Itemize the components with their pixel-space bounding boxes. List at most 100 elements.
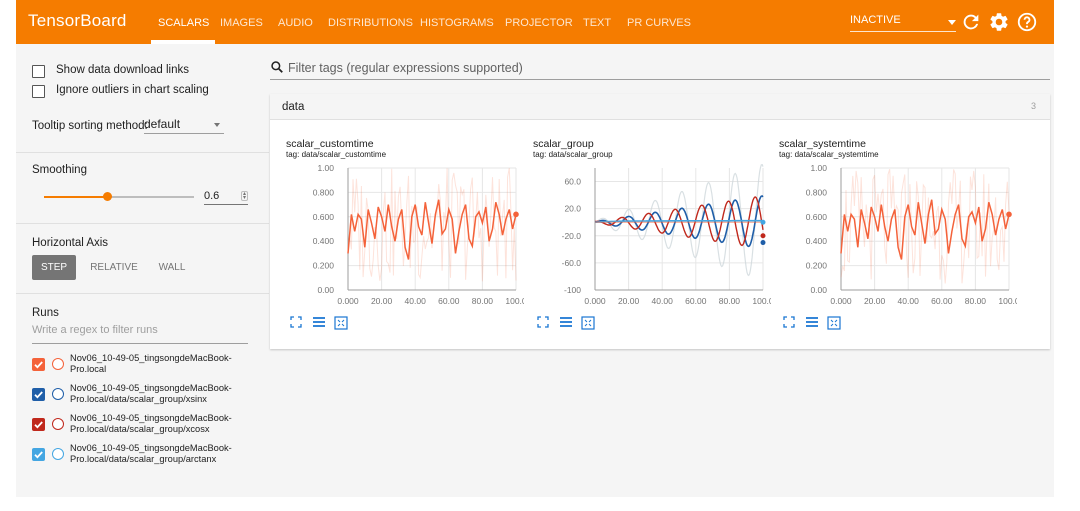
x-tick-label: 100.0 bbox=[752, 296, 771, 306]
tab-pr-curves[interactable]: PR CURVES bbox=[627, 17, 691, 29]
smoothing-slider[interactable] bbox=[44, 192, 194, 201]
toggle-log-scale-icon[interactable] bbox=[312, 316, 326, 328]
fullscreen-icon[interactable] bbox=[783, 316, 795, 328]
run-name-line: Pro.local bbox=[70, 363, 107, 374]
run-name: Nov06_10-49-05_tingsongdeMacBook- Pro.lo… bbox=[70, 413, 260, 434]
ignore-outliers-label: Ignore outliers in chart scaling bbox=[56, 84, 209, 96]
series-endpoint bbox=[513, 211, 519, 218]
fullscreen-icon[interactable] bbox=[290, 316, 302, 328]
series-endpoint bbox=[1006, 211, 1012, 218]
x-tick-label: 40.00 bbox=[652, 296, 674, 306]
run-item[interactable]: Nov06_10-49-05_tingsongdeMacBook- Pro.lo… bbox=[32, 383, 262, 409]
run-item[interactable]: Nov06_10-49-05_tingsongdeMacBook- Pro.lo… bbox=[32, 353, 262, 379]
top-bar: TensorBoard SCALARS IMAGES AUDIO DISTRIB… bbox=[16, 0, 1054, 44]
y-tick-label: 60.0 bbox=[564, 177, 581, 187]
axis-relative-button[interactable]: RELATIVE bbox=[90, 262, 138, 273]
run-name: Nov06_10-49-05_tingsongdeMacBook- Pro.lo… bbox=[70, 443, 260, 464]
y-tick-label: -100 bbox=[564, 285, 581, 295]
y-tick-label: 0.400 bbox=[806, 236, 828, 246]
y-tick-label: 0.600 bbox=[806, 212, 828, 222]
chart-scalar-group: scalar_group tag: data/scalar_group 0.000 2… bbox=[533, 138, 771, 338]
ignore-outliers-checkbox[interactable] bbox=[32, 85, 45, 98]
brand-title: TensorBoard bbox=[28, 11, 127, 30]
chart-tag: tag: data/scalar_customtime bbox=[286, 150, 387, 159]
help-icon[interactable] bbox=[1016, 11, 1038, 33]
run-name-line: Nov06_10-49-05_tingsongdeMacBook- bbox=[70, 353, 232, 363]
x-tick-label: 40.00 bbox=[898, 296, 920, 306]
run-radio[interactable] bbox=[52, 418, 64, 430]
y-tick-label: 20.0 bbox=[564, 204, 581, 214]
fit-domain-icon[interactable] bbox=[827, 316, 841, 330]
tag-filter-input[interactable]: Filter tags (regular expressions support… bbox=[270, 58, 1050, 80]
run-checkbox[interactable] bbox=[32, 448, 45, 461]
smoothing-slider-knob[interactable] bbox=[103, 192, 112, 201]
chart-tag: tag: data/scalar_systemtime bbox=[779, 150, 879, 159]
tab-images[interactable]: IMAGES bbox=[220, 17, 263, 29]
chart-title: scalar_customtime bbox=[286, 138, 374, 150]
smoothing-input[interactable]: 0.6 ▴ ▾ bbox=[204, 189, 248, 205]
x-tick-label: 60.00 bbox=[438, 296, 460, 306]
axis-step-button[interactable]: STEP bbox=[32, 255, 76, 280]
run-name: Nov06_10-49-05_tingsongdeMacBook- Pro.lo… bbox=[70, 353, 260, 374]
run-item[interactable]: Nov06_10-49-05_tingsongdeMacBook- Pro.lo… bbox=[32, 413, 262, 439]
tooltip-sorting-select[interactable]: default bbox=[144, 117, 224, 134]
run-radio[interactable] bbox=[52, 448, 64, 460]
refresh-icon[interactable] bbox=[960, 11, 982, 33]
chevron-down-icon bbox=[214, 123, 220, 127]
fit-domain-icon[interactable] bbox=[334, 316, 348, 330]
runs-filter-input[interactable]: Write a regex to filter runs bbox=[32, 324, 248, 344]
x-tick-label: 20.00 bbox=[618, 296, 640, 306]
stepper-icon[interactable]: ▴ ▾ bbox=[241, 191, 248, 201]
status-select-value: INACTIVE bbox=[850, 14, 901, 26]
y-tick-label: 1.00 bbox=[810, 164, 827, 173]
y-tick-label: 1.00 bbox=[317, 164, 334, 173]
run-checkbox[interactable] bbox=[32, 358, 45, 371]
chart-scalar-systemtime: scalar_systemtime tag: data/scalar_system… bbox=[779, 138, 1017, 338]
runs-filter-placeholder: Write a regex to filter runs bbox=[32, 324, 158, 336]
toggle-log-scale-icon[interactable] bbox=[805, 316, 819, 328]
tensorboard-app: TensorBoard SCALARS IMAGES AUDIO DISTRIB… bbox=[16, 0, 1054, 497]
run-name-line: Pro.local/data/scalar_group/arctanx bbox=[70, 453, 217, 464]
sidebar-divider bbox=[16, 293, 269, 294]
fit-domain-icon[interactable] bbox=[581, 316, 595, 330]
tag-group-header[interactable]: data 3 bbox=[270, 94, 1050, 120]
y-tick-label: -60.0 bbox=[562, 258, 582, 268]
run-checkbox[interactable] bbox=[32, 388, 45, 401]
run-name: Nov06_10-49-05_tingsongdeMacBook- Pro.lo… bbox=[70, 383, 260, 404]
y-tick-label: 0.800 bbox=[806, 187, 828, 197]
sidebar-divider bbox=[16, 223, 269, 224]
series-endpoint bbox=[760, 233, 766, 239]
chart-title: scalar_group bbox=[533, 138, 594, 150]
run-radio[interactable] bbox=[52, 388, 64, 400]
series-endpoint bbox=[760, 240, 766, 246]
run-item[interactable]: Nov06_10-49-05_tingsongdeMacBook- Pro.lo… bbox=[32, 443, 262, 469]
chart-plot[interactable]: 0.000 20.00 40.00 60.00 80.00 100.0 0.00 0.200 0… bbox=[286, 164, 524, 314]
settings-icon[interactable] bbox=[988, 11, 1010, 33]
tab-text[interactable]: TEXT bbox=[583, 17, 612, 29]
run-name-line: Pro.local/data/scalar_group/xsinx bbox=[70, 393, 207, 404]
x-tick-label: 60.00 bbox=[685, 296, 707, 306]
status-select[interactable]: INACTIVE bbox=[850, 14, 956, 32]
x-tick-label: 80.00 bbox=[719, 296, 741, 306]
sidebar: Show data download links Ignore outliers… bbox=[16, 44, 269, 497]
chart-plot[interactable]: 0.000 20.00 40.00 60.00 80.00 100.0 0.00 0.200 0… bbox=[779, 164, 1017, 314]
tab-distributions[interactable]: DISTRIBUTIONS bbox=[328, 17, 413, 29]
chart-plot[interactable]: 0.000 20.00 40.00 60.00 80.00 100.0 -100 -60.0 -… bbox=[533, 164, 771, 314]
tab-scalars[interactable]: SCALARS bbox=[158, 17, 210, 29]
axis-wall-button[interactable]: WALL bbox=[158, 262, 186, 273]
tab-audio[interactable]: AUDIO bbox=[278, 17, 313, 29]
tab-histograms[interactable]: HISTOGRAMS bbox=[420, 17, 494, 29]
run-checkbox[interactable] bbox=[32, 418, 45, 431]
series-raw-line bbox=[594, 164, 764, 277]
run-name-line: Nov06_10-49-05_tingsongdeMacBook- bbox=[70, 413, 232, 423]
x-tick-label: 60.00 bbox=[931, 296, 953, 306]
smoothing-input-value: 0.6 bbox=[204, 190, 220, 202]
run-radio[interactable] bbox=[52, 358, 64, 370]
tab-projector[interactable]: PROJECTOR bbox=[505, 17, 573, 29]
chevron-down-icon bbox=[948, 20, 956, 25]
horizontal-axis-label: Horizontal Axis bbox=[32, 237, 109, 249]
toggle-log-scale-icon[interactable] bbox=[559, 316, 573, 328]
show-download-links-checkbox[interactable] bbox=[32, 65, 45, 78]
fullscreen-icon[interactable] bbox=[537, 316, 549, 328]
checkmark-icon bbox=[34, 361, 43, 369]
